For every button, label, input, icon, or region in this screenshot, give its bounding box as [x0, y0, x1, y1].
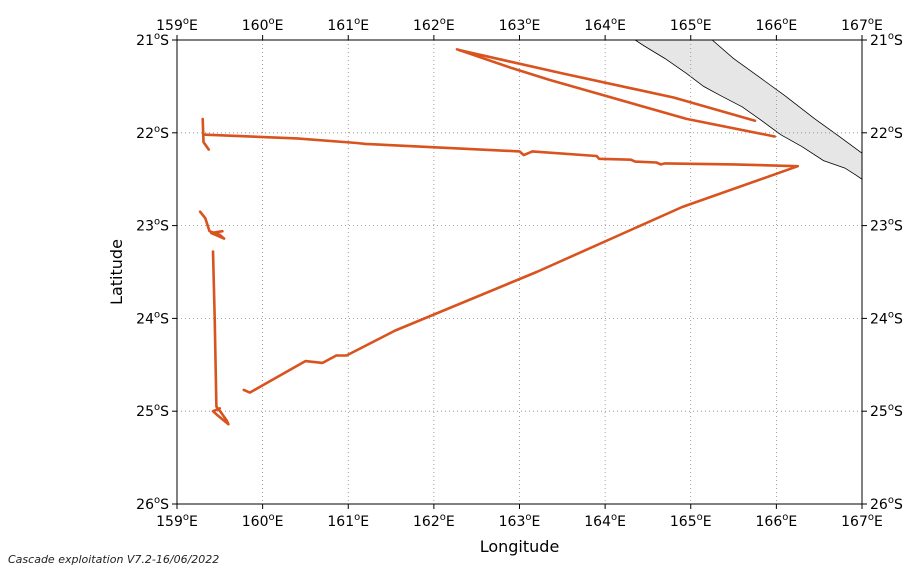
x-tick-label-top: 166oE	[756, 16, 798, 34]
y-tick-label-left: 26oS	[136, 495, 169, 513]
x-tick-label-bottom: 166oE	[756, 512, 798, 530]
x-tick-label-bottom: 160oE	[242, 512, 284, 530]
x-tick-label-bottom: 162oE	[413, 512, 455, 530]
land-polygon	[633, 39, 863, 180]
axis-ticks: 159oE 159oE 160oE 160oE 161oE 161oE 162oE 162oE…	[136, 16, 903, 530]
ship-track	[211, 250, 230, 426]
y-tick-label-left: 22oS	[136, 124, 169, 142]
x-tick-label-bottom: 164oE	[584, 512, 626, 530]
x-tick-label-top: 159oE	[156, 16, 198, 34]
x-tick-label-bottom: 159oE	[156, 512, 198, 530]
y-tick-label-right: 24oS	[870, 309, 903, 327]
y-tick-label-right: 26oS	[870, 495, 903, 513]
ship-track	[458, 48, 757, 122]
y-tick-label-right: 21oS	[870, 31, 903, 49]
y-axis-label: Latitude	[107, 239, 126, 305]
y-tick-label-left: 24oS	[136, 309, 169, 327]
land-layer	[633, 39, 863, 180]
x-tick-label-top: 162oE	[413, 16, 455, 34]
y-tick-label-left: 25oS	[136, 402, 169, 420]
x-tick-label-top: 163oE	[499, 16, 541, 34]
y-tick-label-right: 23oS	[870, 217, 903, 235]
ship-track	[204, 133, 800, 394]
x-axis-label: Longitude	[480, 537, 560, 556]
x-tick-label-top: 164oE	[584, 16, 626, 34]
x-tick-label-bottom: 165oE	[670, 512, 712, 530]
x-tick-label-top: 165oE	[670, 16, 712, 34]
ship-track	[198, 210, 226, 240]
x-tick-label-top: 161oE	[327, 16, 369, 34]
x-tick-label-bottom: 163oE	[499, 512, 541, 530]
ship-track	[455, 47, 777, 138]
version-footer: Cascade exploitation V7.2-16/06/2022	[8, 553, 220, 566]
y-tick-label-right: 22oS	[870, 124, 903, 142]
x-tick-label-top: 160oE	[242, 16, 284, 34]
x-tick-label-top: 167oE	[841, 16, 883, 34]
ship-tracks	[198, 47, 800, 426]
y-tick-label-left: 21oS	[136, 31, 169, 49]
x-tick-label-bottom: 161oE	[327, 512, 369, 530]
ship-track	[201, 117, 210, 151]
x-tick-label-bottom: 167oE	[841, 512, 883, 530]
y-tick-label-left: 23oS	[136, 217, 169, 235]
y-tick-label-right: 25oS	[870, 402, 903, 420]
grid-lines	[177, 40, 862, 504]
